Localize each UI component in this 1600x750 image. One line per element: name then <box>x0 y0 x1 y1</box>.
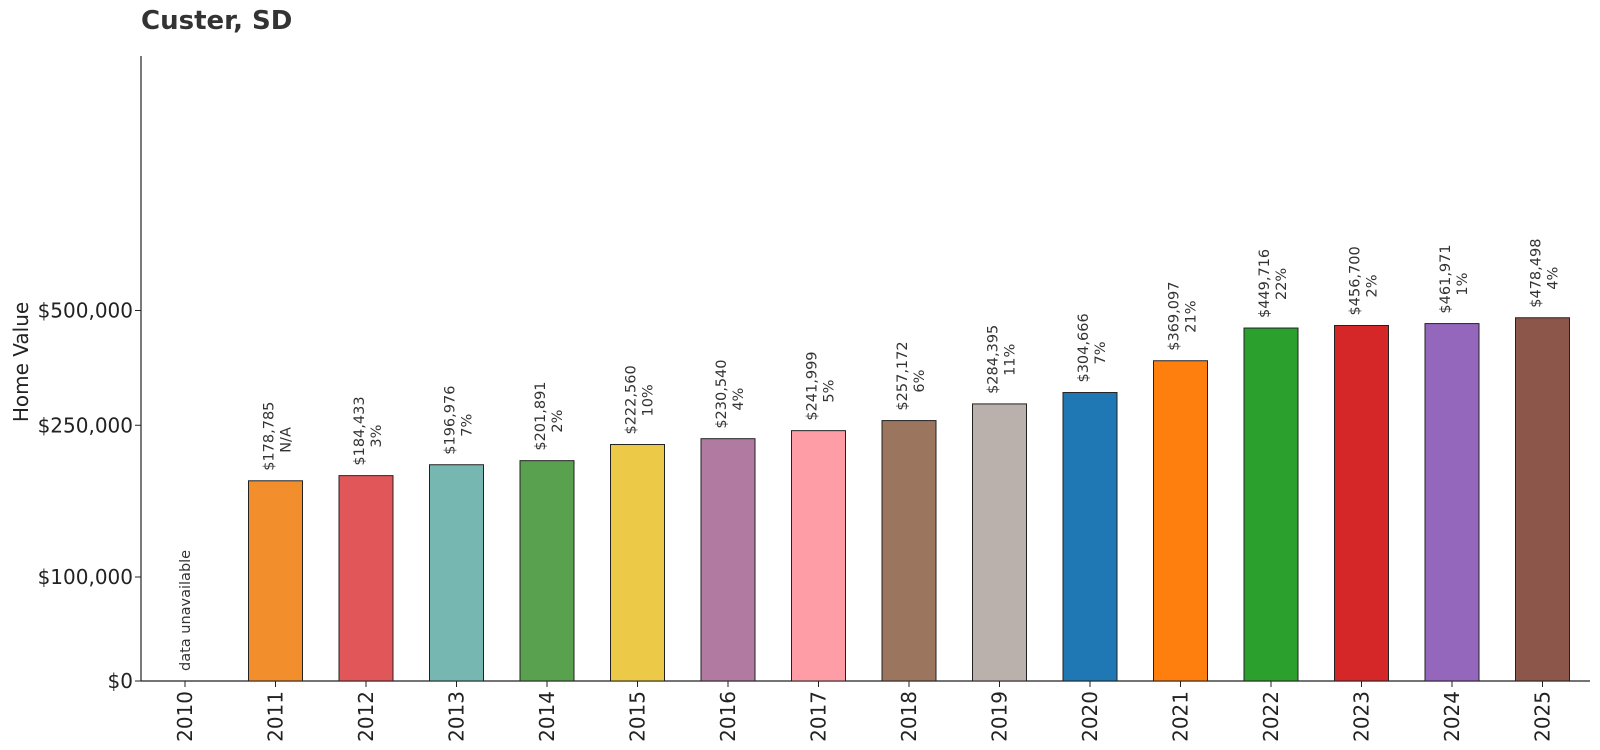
x-tick-label: 2010 <box>173 691 197 742</box>
bar <box>1424 323 1480 682</box>
data-label: $222,560 <box>624 365 640 434</box>
bar <box>1334 324 1389 682</box>
data-label: $257,172 <box>895 341 911 410</box>
change-label: 7% <box>1093 342 1109 365</box>
bar <box>1243 327 1299 682</box>
data-label: $284,395 <box>986 325 1002 394</box>
y-tick-label: $100,000 <box>38 565 133 589</box>
data-label: $184,433 <box>352 396 368 465</box>
y-tick-label: $500,000 <box>38 298 133 322</box>
y-tick-label: $250,000 <box>38 413 133 437</box>
bar <box>338 475 394 682</box>
bar <box>791 430 846 682</box>
chart-title: Custer, SD <box>141 6 293 36</box>
data-label: $304,666 <box>1076 313 1092 382</box>
change-label: 4% <box>731 388 747 411</box>
change-label: 10% <box>641 384 657 416</box>
change-label: 6% <box>912 370 928 393</box>
y-axis-label: Home Value <box>9 302 33 422</box>
bar <box>429 464 484 682</box>
change-label: N/A <box>279 427 295 453</box>
x-tick-label: 2020 <box>1078 691 1102 742</box>
data-label: $369,097 <box>1167 282 1183 351</box>
bar <box>881 420 937 682</box>
x-tick-label: 2018 <box>897 691 921 742</box>
x-tick-label: 2015 <box>626 691 650 742</box>
bar <box>248 480 303 682</box>
change-label: 22% <box>1274 268 1290 300</box>
x-tick-label: 2011 <box>264 691 288 742</box>
bar <box>519 460 575 682</box>
y-tick-label: $0 <box>108 669 133 693</box>
data-label: $449,716 <box>1257 249 1273 318</box>
x-tick-label: 2016 <box>716 691 740 742</box>
bar <box>1515 317 1570 682</box>
data-label: data unavailable <box>178 550 194 671</box>
bar <box>610 444 665 682</box>
change-label: 2% <box>1365 274 1381 297</box>
change-label: 5% <box>822 380 838 403</box>
x-tick-label: 2022 <box>1259 691 1283 742</box>
bar <box>1153 360 1208 682</box>
data-label: $461,971 <box>1438 244 1454 313</box>
change-label: 11% <box>1003 344 1019 376</box>
data-label: $196,976 <box>443 386 459 455</box>
x-tick-label: 2013 <box>445 691 469 742</box>
change-label: 4% <box>1546 267 1562 290</box>
data-label: $456,700 <box>1348 246 1364 315</box>
plot-area: $0 $100,000 $250,000 $500,000 2010 data unava… <box>38 56 1590 742</box>
x-tick-label: 2012 <box>354 691 378 742</box>
x-tick-label: 2023 <box>1350 691 1374 742</box>
data-label: $230,540 <box>714 359 730 428</box>
change-label: 2% <box>550 410 566 433</box>
change-label: 1% <box>1455 273 1471 296</box>
data-label: $201,891 <box>533 381 549 450</box>
x-tick-label: 2024 <box>1440 691 1464 742</box>
bar <box>1062 392 1118 682</box>
x-tick-label: 2025 <box>1531 691 1555 742</box>
data-label: $241,999 <box>805 351 821 420</box>
data-label: $178,785 <box>262 402 278 471</box>
change-label: 3% <box>369 425 385 448</box>
x-tick-label: 2021 <box>1169 691 1193 742</box>
change-label: 21% <box>1184 301 1200 333</box>
data-label: $478,498 <box>1529 239 1545 308</box>
x-tick-label: 2014 <box>535 691 559 742</box>
x-tick-label: 2017 <box>807 691 831 742</box>
bar <box>972 403 1027 682</box>
x-tick-label: 2019 <box>988 691 1012 742</box>
bar <box>700 438 756 682</box>
change-label: 7% <box>460 414 476 437</box>
